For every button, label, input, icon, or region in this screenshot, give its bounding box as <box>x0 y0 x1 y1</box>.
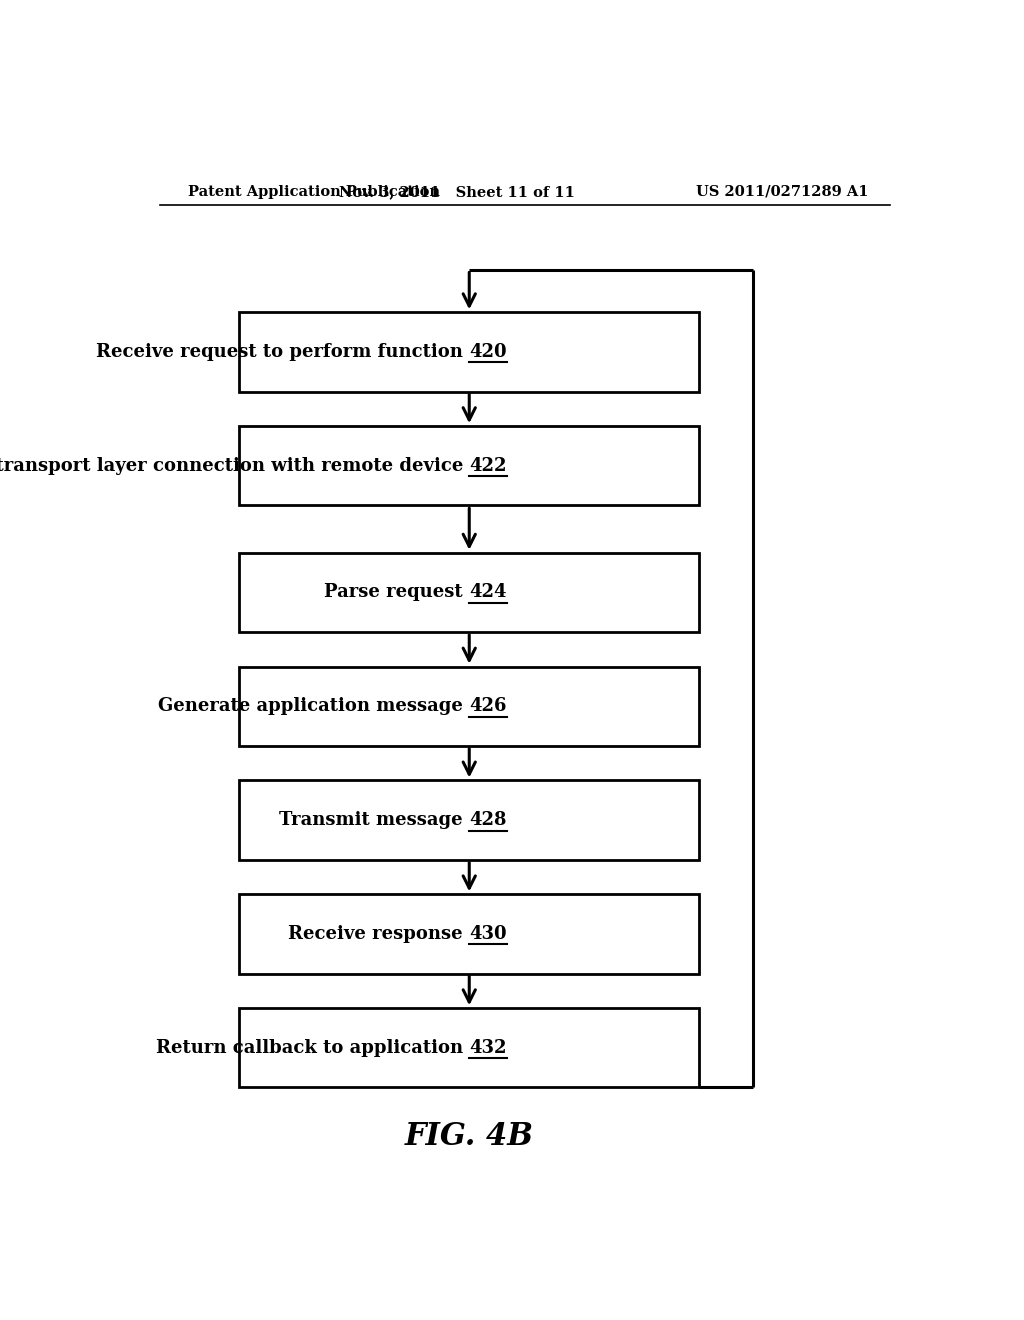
Text: Receive response: Receive response <box>289 925 469 942</box>
Text: Receive request to perform function: Receive request to perform function <box>96 343 469 360</box>
Text: 424: 424 <box>469 583 507 602</box>
FancyBboxPatch shape <box>240 667 699 746</box>
Text: 430: 430 <box>469 925 507 942</box>
Text: Return callback to application: Return callback to application <box>156 1039 469 1057</box>
Text: Establish transport layer connection with remote device: Establish transport layer connection wit… <box>0 457 469 475</box>
Text: US 2011/0271289 A1: US 2011/0271289 A1 <box>696 185 869 199</box>
FancyBboxPatch shape <box>240 553 699 632</box>
FancyBboxPatch shape <box>240 780 699 859</box>
Text: Generate application message: Generate application message <box>158 697 469 715</box>
Text: Transmit message: Transmit message <box>280 810 469 829</box>
Text: 428: 428 <box>469 810 507 829</box>
Text: FIG. 4B: FIG. 4B <box>404 1121 534 1151</box>
FancyBboxPatch shape <box>240 426 699 506</box>
Text: 422: 422 <box>469 457 507 475</box>
FancyBboxPatch shape <box>240 895 699 974</box>
Text: 420: 420 <box>469 343 507 360</box>
Text: 426: 426 <box>469 697 507 715</box>
Text: Patent Application Publication: Patent Application Publication <box>187 185 439 199</box>
Text: 432: 432 <box>469 1039 507 1057</box>
FancyBboxPatch shape <box>240 313 699 392</box>
Text: Nov. 3, 2011   Sheet 11 of 11: Nov. 3, 2011 Sheet 11 of 11 <box>339 185 575 199</box>
FancyBboxPatch shape <box>240 1008 699 1088</box>
Text: Parse request: Parse request <box>325 583 469 602</box>
